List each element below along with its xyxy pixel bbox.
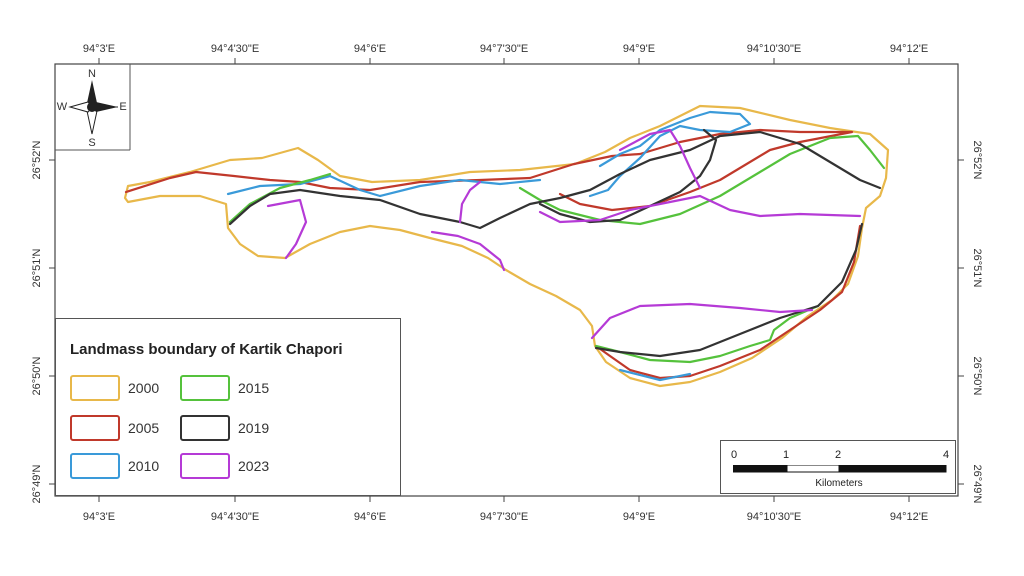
legend-item-2023: 2023	[180, 453, 330, 483]
legend-swatch-2000	[70, 375, 120, 401]
scale-label-4: 4	[943, 449, 950, 461]
scale-label-2: 2	[835, 449, 842, 461]
left-tick-label: 26°51'N	[31, 248, 43, 287]
legend-label: 2005	[128, 420, 160, 436]
legend-swatch-2010	[70, 453, 120, 479]
bottom-tick-label: 94°3'E	[83, 511, 115, 523]
scale-label-0: 0	[731, 449, 738, 461]
legend-swatch-2023	[180, 453, 230, 479]
bottom-tick-label: 94°6'E	[354, 511, 386, 523]
scale-bar-graphic	[733, 465, 947, 473]
legend-swatch-2019	[180, 415, 230, 441]
top-tick-label: 94°6'E	[354, 43, 386, 55]
top-tick-label: 94°10'30"E	[747, 43, 801, 55]
legend-item-2010: 2010	[70, 453, 220, 483]
boundary-2000	[123, 104, 890, 388]
right-tick-label: 26°49'N	[971, 465, 983, 504]
left-tick-marks	[49, 159, 55, 485]
compass-s-label: S	[88, 137, 95, 149]
left-tick-label: 26°49'N	[31, 464, 43, 503]
legend-item-2005: 2005	[70, 415, 220, 445]
top-tick-label: 94°12'E	[890, 43, 928, 55]
legend-title: Landmass boundary of Kartik Chapori	[70, 341, 343, 358]
right-tick-label: 26°52'N	[971, 141, 983, 180]
legend-item-2015: 2015	[180, 375, 330, 405]
scale-unit-label: Kilometers	[815, 478, 863, 489]
left-tick-label: 26°52'N	[31, 140, 43, 179]
legend-swatch-2015	[180, 375, 230, 401]
bottom-tick-label: 94°12'E	[890, 511, 928, 523]
right-tick-label: 26°50'N	[971, 357, 983, 396]
legend: Landmass boundary of Kartik Chapori 2000…	[55, 318, 401, 496]
top-tick-label: 94°9'E	[623, 43, 655, 55]
compass-e-label: E	[119, 101, 126, 113]
legend-label: 2010	[128, 458, 160, 474]
north-arrow-compass: N S W E	[57, 68, 127, 149]
scale-label-1: 1	[783, 449, 790, 461]
legend-label: 2023	[238, 458, 270, 474]
bottom-tick-label: 94°9'E	[623, 511, 655, 523]
top-tick-label: 94°3'E	[83, 43, 115, 55]
top-tick-label: 94°4'30"E	[211, 43, 259, 55]
right-tick-label: 26°51'N	[971, 249, 983, 288]
bottom-tick-marks	[98, 496, 910, 502]
bottom-tick-label: 94°10'30"E	[747, 511, 801, 523]
top-tick-marks	[98, 58, 910, 64]
legend-label: 2015	[238, 380, 270, 396]
boundary-2023	[266, 128, 862, 340]
legend-item-2019: 2019	[180, 415, 330, 445]
boundary-2019	[228, 128, 882, 358]
bottom-tick-label: 94°7'30"E	[480, 511, 528, 523]
left-tick-label: 26°50'N	[31, 356, 43, 395]
legend-label: 2000	[128, 380, 160, 396]
scale-bar: 0 1 2 4 Kilometers	[720, 440, 956, 494]
legend-label: 2019	[238, 420, 270, 436]
compass-n-label: N	[88, 68, 96, 80]
top-tick-label: 94°7'30"E	[480, 43, 528, 55]
right-tick-marks	[958, 159, 964, 485]
boundary-2015	[228, 134, 886, 364]
bottom-tick-label: 94°4'30"E	[211, 511, 259, 523]
legend-swatch-2005	[70, 415, 120, 441]
legend-item-2000: 2000	[70, 375, 220, 405]
boundary-2005	[124, 128, 862, 380]
compass-w-label: W	[57, 101, 68, 113]
